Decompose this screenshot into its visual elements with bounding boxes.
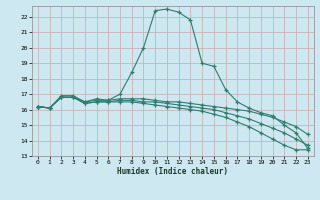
- X-axis label: Humidex (Indice chaleur): Humidex (Indice chaleur): [117, 167, 228, 176]
